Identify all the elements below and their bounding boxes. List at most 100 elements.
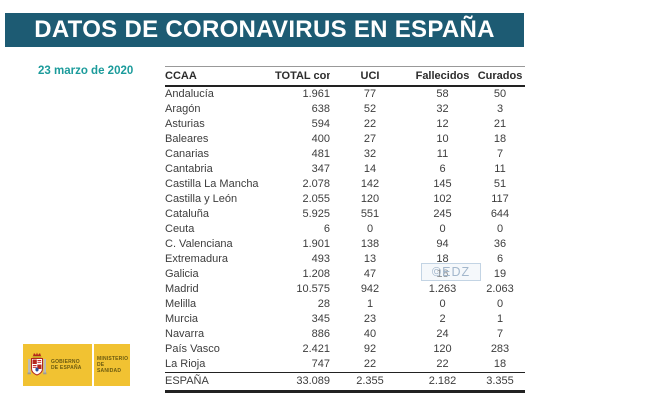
cell-total: 2.055 [302,193,330,205]
cell-ccaa: Castilla La Mancha [165,178,259,190]
cell-uci: 27 [363,133,377,145]
cell-ccaa: Extremadura [165,253,228,265]
cell-fallecidos: 145 [433,178,452,190]
watermark: ©EDZ [421,263,481,281]
column-header-fallecidos: Fallecidos [410,66,475,87]
cell-fallecidos: 6 [439,163,446,175]
cell-uci: 40 [363,328,377,340]
cell-uci: 77 [363,88,377,100]
table-footer: ESPAÑA 33.089 2.355 2.182 3.355 [165,372,525,393]
cell-curados: 1 [496,313,504,325]
table-row: Murcia 345 23 2 1 [165,312,525,327]
logo-government-block: GOBIERNO DE ESPAÑA [23,344,92,386]
cell-curados: 11 [494,163,506,175]
logo-government-line1: GOBIERNO [51,359,80,365]
covid-data-table: CCAA TOTAL conf. UCI Fallecidos Curados … [165,66,525,393]
table-header-row: CCAA TOTAL conf. UCI Fallecidos Curados [165,66,525,87]
cell-curados: 50 [493,88,507,100]
cell-uci: 32 [363,148,377,160]
cell-ccaa: Madrid [165,283,199,295]
cell-uci: 22 [363,118,377,130]
cell-uci: 22 [363,358,377,370]
table-row: Canarias 481 32 11 7 [165,147,525,162]
cell-uci: 120 [360,193,380,205]
cell-curados: 18 [493,133,507,145]
cell-ccaa: C. Valenciana [165,238,233,250]
cell-fallecidos: 24 [436,328,449,340]
table-row: La Rioja 747 22 22 18 [165,357,525,373]
cell-ccaa: Asturias [165,118,205,130]
cell-fallecidos: 18 [436,253,449,265]
column-header-total: TOTAL conf. [275,66,330,87]
column-header-curados: Curados [475,66,525,87]
table-body: Andalucía 1.961 77 58 50 Aragón 638 52 3… [165,86,525,373]
cell-total: 638 [311,103,330,115]
total-cell-fallecidos: 2.182 [410,372,475,393]
cell-total: 747 [311,358,330,370]
cell-uci: 47 [363,268,377,280]
cell-fallecidos: 11 [436,148,449,160]
total-row: ESPAÑA 33.089 2.355 2.182 3.355 [165,372,525,393]
table-row: Baleares 400 27 10 18 [165,132,525,147]
gobierno-espana-logo: GOBIERNO DE ESPAÑA MINISTERIO DE SANIDAD [23,344,130,386]
table-row: Madrid 10.575 942 1.263 2.063 [165,282,525,297]
cell-fallecidos: 32 [436,103,449,115]
cell-ccaa: Galicia [165,268,199,280]
cell-fallecidos: 0 [439,223,446,235]
cell-total: 10.575 [296,283,330,295]
table-row: Cantabria 347 14 6 11 [165,162,525,177]
cell-total: 493 [311,253,330,265]
table-row: Asturias 594 22 12 21 [165,117,525,132]
cell-fallecidos: 12 [436,118,449,130]
cell-ccaa: Andalucía [165,88,214,100]
cell-fallecidos: 2 [439,313,446,325]
cell-curados: 19 [493,268,507,280]
table-row: Navarra 886 40 24 7 [165,327,525,342]
title-bar: DATOS DE CORONAVIRUS EN ESPAÑA [5,13,524,47]
cell-ccaa: Murcia [165,313,199,325]
cell-total: 5.925 [302,208,330,220]
cell-curados: 18 [493,358,507,370]
cell-ccaa: La Rioja [165,358,206,370]
logo-ministry-line2: DE SANIDAD [97,362,122,374]
cell-fallecidos: 1.263 [428,283,457,295]
cell-total: 1.208 [302,268,330,280]
cell-ccaa: Aragón [165,103,201,115]
table-row: Castilla y León 2.055 120 102 117 [165,192,525,207]
cell-total: 594 [311,118,330,130]
cell-total: 6 [323,223,330,235]
spain-coat-of-arms-icon [27,352,47,376]
cell-ccaa: Ceuta [165,223,195,235]
cell-curados: 117 [491,193,509,205]
cell-uci: 13 [363,253,377,265]
cell-total: 886 [311,328,330,340]
cell-ccaa: País Vasco [165,343,220,355]
cell-curados: 51 [493,178,507,190]
cell-curados: 21 [493,118,507,130]
cell-total: 28 [317,298,330,310]
cell-fallecidos: 22 [436,358,449,370]
cell-curados: 36 [493,238,507,250]
cell-ccaa: Canarias [165,148,210,160]
cell-curados: 7 [496,328,504,340]
cell-uci: 138 [360,238,380,250]
cell-uci: 551 [360,208,380,220]
cell-curados: 644 [490,208,510,220]
cell-ccaa: Baleares [165,133,209,145]
column-header-uci: UCI [330,66,410,87]
total-cell-total: 33.089 [275,372,330,393]
cell-total: 2.421 [302,343,330,355]
table-row: Cataluña 5.925 551 245 644 [165,207,525,222]
cell-uci: 52 [363,103,377,115]
cell-ccaa: Navarra [165,328,205,340]
table-row: C. Valenciana 1.901 138 94 36 [165,237,525,252]
cell-total: 347 [311,163,330,175]
cell-curados: 3 [496,103,504,115]
cell-curados: 6 [496,253,504,265]
logo-government-text: GOBIERNO DE ESPAÑA [51,359,82,371]
cell-uci: 0 [366,223,374,235]
table-row: Extremadura 493 13 18 6 [165,252,525,267]
cell-curados: 7 [496,148,504,160]
cell-fallecidos: 94 [436,238,449,250]
table-row: Castilla La Mancha 2.078 142 145 51 [165,177,525,192]
